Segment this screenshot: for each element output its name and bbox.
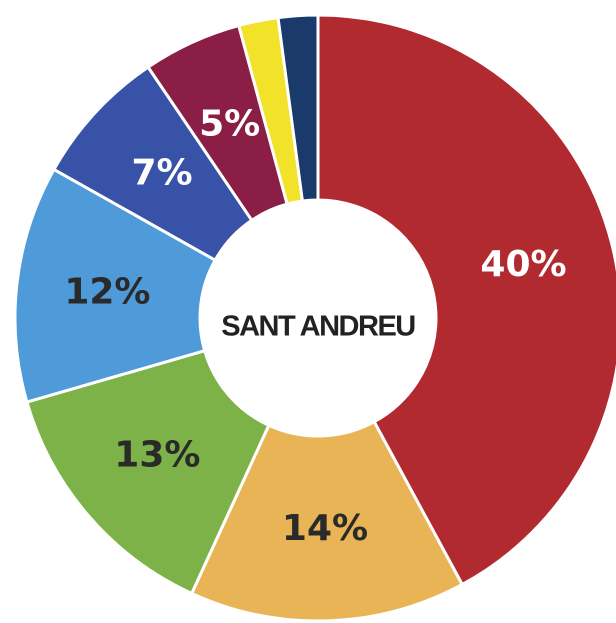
value-label: 12% <box>64 272 150 313</box>
value-label: 14% <box>282 508 368 549</box>
value-label: 7% <box>131 152 192 193</box>
value-label: 40% <box>480 244 566 285</box>
value-label: 13% <box>114 434 200 475</box>
chart-title: SANT ANDREU <box>221 311 415 343</box>
slice <box>25 348 271 596</box>
value-label: 5% <box>199 103 260 144</box>
donut-hole <box>200 200 436 436</box>
